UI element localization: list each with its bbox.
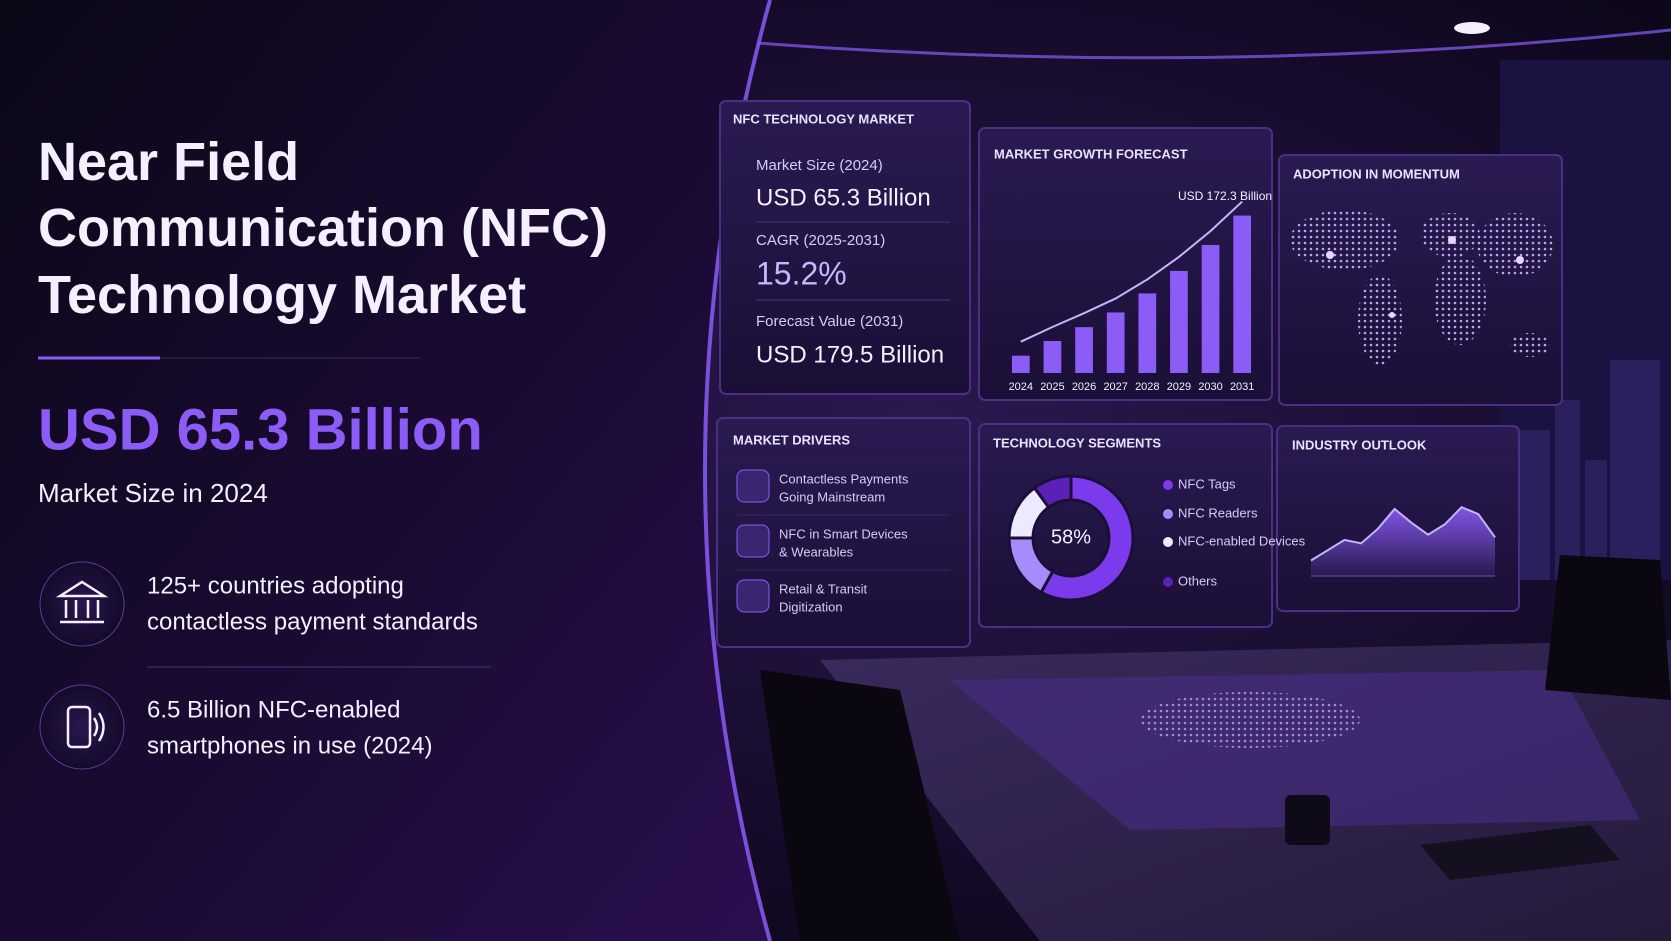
market-value: USD 65.3 Billion [38, 397, 483, 462]
x-tick-label: 2031 [1230, 381, 1254, 393]
bar [1138, 293, 1157, 373]
stat-text: 125+ countries adopting [147, 572, 404, 599]
screen-title: MARKET DRIVERS [733, 432, 850, 447]
driver-text: Digitization [779, 599, 843, 614]
market-caption: Market Size in 2024 [38, 478, 268, 508]
metric-value: 15.2% [756, 255, 847, 291]
hero-title: Technology Market [38, 265, 526, 325]
donut-segment [1039, 474, 1135, 602]
hero-title: Communication (NFC) [38, 198, 608, 258]
area [1311, 507, 1495, 576]
mug [1285, 795, 1330, 845]
driver-text: & Wearables [779, 544, 854, 559]
ceiling-light [719, 28, 1671, 60]
screen-title: TECHNOLOGY SEGMENTS [993, 435, 1161, 450]
chair [1545, 555, 1671, 700]
metric-label: Market Size (2024) [756, 157, 883, 174]
stat-text: 6.5 Billion NFC-enabled [147, 696, 400, 723]
bank-icon [55, 580, 109, 624]
table-display [950, 670, 1640, 830]
ceiling-lamp [1454, 22, 1490, 34]
legend-label: NFC Tags [1178, 476, 1236, 491]
driver-text: Going Mainstream [779, 489, 885, 504]
annotation: USD 172.3 Billion [1178, 189, 1272, 203]
legend-label: NFC Readers [1178, 505, 1258, 520]
driver-icon [736, 469, 770, 503]
x-tick-label: 2028 [1135, 381, 1159, 393]
x-tick-label: 2027 [1103, 381, 1127, 393]
phone-icon [66, 705, 105, 749]
screen-title: ADOPTION IN MOMENTUM [1293, 166, 1460, 181]
bar [1233, 215, 1252, 373]
stat-icon [39, 561, 125, 647]
screen [978, 127, 1273, 401]
metric-value: USD 65.3 Billion [756, 184, 931, 211]
driver-icon [736, 579, 770, 613]
hero-title: Near Field [38, 132, 299, 192]
screen-title: INDUSTRY OUTLOOK [1292, 437, 1427, 452]
bar [1106, 312, 1125, 373]
x-tick-label: 2024 [1009, 381, 1033, 393]
trend-line [1020, 200, 1243, 343]
driver-icon [736, 524, 770, 558]
screen [716, 417, 971, 648]
legend-swatch [1163, 577, 1173, 587]
table-map [1140, 692, 1360, 748]
driver-text: Contactless Payments [779, 471, 909, 486]
x-tick-label: 2029 [1167, 381, 1191, 393]
screen [1278, 154, 1563, 406]
legend-label: NFC-enabled Devices [1178, 533, 1306, 548]
bar [1170, 270, 1188, 373]
x-tick-label: 2026 [1072, 381, 1096, 393]
driver-text: NFC in Smart Devices [779, 526, 908, 541]
driver-text: Retail & Transit [779, 581, 868, 596]
bar [1201, 244, 1220, 373]
screen-title: MARKET GROWTH FORECAST [994, 146, 1188, 161]
world-map [1290, 210, 1553, 365]
metric-value: USD 179.5 Billion [756, 341, 944, 368]
city-buildings [1520, 360, 1660, 580]
screen-title: NFC TECHNOLOGY MARKET [733, 111, 914, 126]
bar [1011, 355, 1030, 373]
stat-text: contactless payment standards [147, 608, 478, 635]
chair [760, 670, 960, 941]
legend-swatch [1163, 480, 1173, 490]
notebook [1420, 825, 1620, 880]
bar [1075, 327, 1093, 373]
metric-label: Forecast Value (2031) [756, 313, 903, 330]
area-line [1310, 506, 1496, 562]
screen [719, 100, 971, 395]
legend-swatch [1163, 509, 1173, 519]
x-tick-label: 2025 [1040, 381, 1064, 393]
map-hotspot [1326, 236, 1524, 318]
metric-label: CAGR (2025-2031) [756, 232, 885, 249]
x-tick-label: 2030 [1198, 381, 1222, 393]
legend-label: Others [1178, 573, 1218, 588]
left-panel [0, 0, 770, 941]
donut-segment [1032, 474, 1073, 510]
bar [1043, 340, 1062, 373]
legend-swatch [1163, 537, 1173, 547]
stat-icon [39, 684, 125, 770]
donut-label: 58% [1051, 526, 1091, 548]
stat-text: smartphones in use (2024) [147, 732, 433, 759]
